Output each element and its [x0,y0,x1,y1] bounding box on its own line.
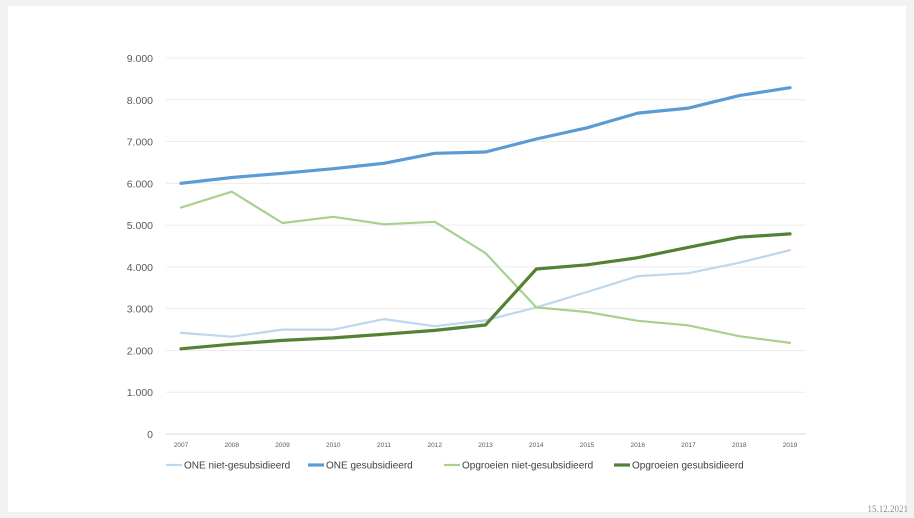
x-tick-label: 2008 [225,442,240,449]
y-tick-label: 9.000 [127,53,153,65]
x-tick-label: 2019 [783,442,798,449]
series-line-0 [179,249,792,338]
series-lines [179,86,792,351]
legend-label: ONE niet-gesubsidieerd [184,461,290,472]
slide: 0 1.000 2.000 3.000 4.000 5.000 6.000 7.000 8.00… [8,6,906,512]
x-tick-label: 2015 [580,442,595,449]
legend-label: Opgroeien gesubsidieerd [632,461,744,472]
x-tick-label: 2017 [681,442,696,449]
line-chart: 0 1.000 2.000 3.000 4.000 5.000 6.000 7.000 8.00… [8,6,906,512]
y-tick-label: 5.000 [127,220,153,232]
x-tick-label: 2011 [377,442,391,449]
series-line-1 [179,86,792,185]
footer-date: 15.12.2021 [867,504,909,514]
x-tick-label: 2009 [275,442,290,449]
y-tick-label: 7.000 [127,137,153,149]
axes: 0 1.000 2.000 3.000 4.000 5.000 6.000 7.000 8.00… [127,53,798,449]
x-tick-label: 2007 [174,442,189,449]
y-tick-label: 3.000 [127,304,153,316]
x-tick-label: 2016 [631,442,646,449]
series-line-2 [179,190,792,344]
x-tick-label: 2012 [428,442,443,449]
x-tick-label: 2010 [326,442,341,449]
y-tick-label: 8.000 [127,95,153,107]
legend-label: Opgroeien niet-gesubsidieerd [462,461,593,472]
y-tick-label: 1.000 [127,387,153,399]
chart-svg: 0 1.000 2.000 3.000 4.000 5.000 6.000 7.000 8.00… [127,53,806,472]
x-tick-label: 2013 [478,442,493,449]
gridlines [166,57,806,435]
y-tick-label: 0 [147,429,153,441]
y-tick-label: 4.000 [127,262,153,274]
legend-label: ONE gesubsidieerd [326,461,413,472]
y-tick-label: 6.000 [127,178,153,190]
y-tick-label: 2.000 [127,345,153,357]
x-tick-label: 2014 [529,442,544,449]
series-line-3 [179,232,792,351]
legend: ONE niet-gesubsidieerd ONE gesubsidieerd O… [166,461,744,472]
x-tick-label: 2018 [732,442,747,449]
